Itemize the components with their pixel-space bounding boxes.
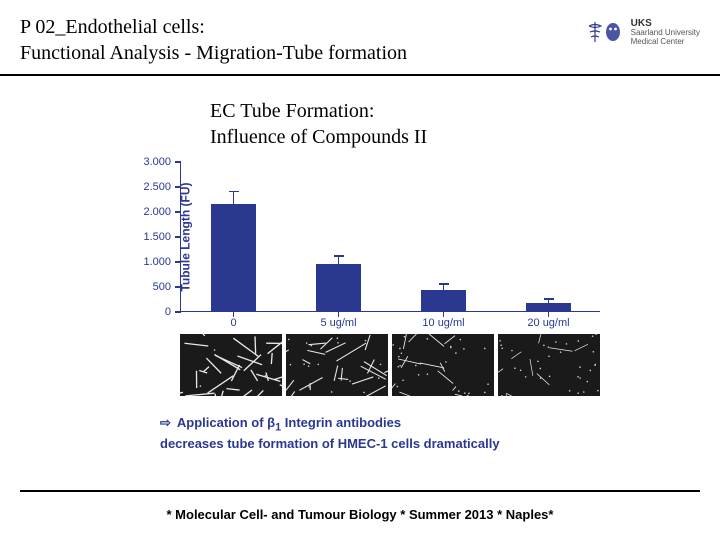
xtick-label: 5 ug/ml <box>320 317 356 329</box>
section-subtitle: EC Tube Formation: Influence of Compound… <box>210 98 720 150</box>
chart-caption: ⇨ Application of β1 Integrin antibodies d… <box>120 414 600 453</box>
header-title-line1: P 02_Endothelial cells: <box>20 14 407 40</box>
caption-line1: Application of β1 Integrin antibodies <box>177 415 401 430</box>
xtick-label: 10 ug/ml <box>422 317 464 329</box>
micrograph <box>286 334 388 396</box>
micrograph-strip <box>180 334 600 396</box>
ytick-label: 1.000 <box>143 256 171 268</box>
bar-chart: Tubule Length (FU) 05001.0001.5002.0002.… <box>120 162 600 396</box>
micrograph <box>180 334 282 396</box>
slide-header: P 02_Endothelial cells: Functional Analy… <box>0 0 720 76</box>
ytick-label: 0 <box>165 306 171 318</box>
header-title: P 02_Endothelial cells: Functional Analy… <box>20 14 407 66</box>
ytick-label: 2.500 <box>143 181 171 193</box>
ytick-label: 1.500 <box>143 231 171 243</box>
institution-logo: UKS Saarland University Medical Center <box>585 14 700 47</box>
bar <box>211 204 255 312</box>
xtick-label: 0 <box>230 317 236 329</box>
header-title-line2: Functional Analysis - Migration-Tube for… <box>20 40 407 66</box>
micrograph <box>392 334 494 396</box>
arrow-icon: ⇨ <box>160 415 171 430</box>
slide-footer: * Molecular Cell- and Tumour Biology * S… <box>0 507 720 522</box>
footer-divider <box>20 490 700 492</box>
subtitle-line2: Influence of Compounds II <box>210 124 720 150</box>
caption-line2: decreases tube formation of HMEC-1 cells… <box>160 436 500 451</box>
ytick-label: 3.000 <box>143 156 171 168</box>
ytick-label: 2.000 <box>143 206 171 218</box>
xtick-label: 20 ug/ml <box>527 317 569 329</box>
caduceus-owl-icon <box>585 18 625 46</box>
ytick-label: 500 <box>153 281 171 293</box>
subtitle-line1: EC Tube Formation: <box>210 98 720 124</box>
micrograph <box>498 334 600 396</box>
logo-sub2: Medical Center <box>631 38 700 47</box>
logo-text: UKS Saarland University Medical Center <box>631 18 700 47</box>
plot-area: Tubule Length (FU) 05001.0001.5002.0002.… <box>180 162 600 312</box>
